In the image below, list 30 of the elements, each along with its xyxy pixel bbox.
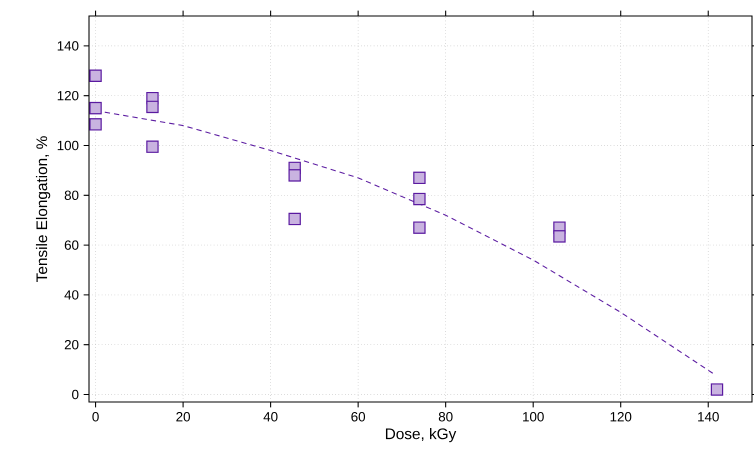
point: [288, 212, 301, 226]
y-tick-label: 20: [64, 340, 78, 350]
point: [288, 169, 301, 182]
point: [413, 192, 426, 206]
y-axis-title: Tensile Elongation, %: [36, 136, 50, 282]
point: [146, 140, 159, 153]
y-tick-label: 140: [58, 41, 78, 51]
point: [89, 70, 102, 82]
y-tick-label: 120: [58, 90, 78, 100]
x-tick-label: 100: [523, 412, 544, 422]
y-tick-label: 40: [64, 290, 78, 300]
point: [553, 230, 566, 243]
x-tick-label: 140: [698, 412, 719, 422]
point: [89, 102, 102, 114]
y-tick-label: 80: [64, 190, 78, 200]
y-tick-label: 0: [72, 390, 78, 400]
x-axis-title: Dose, kGy: [386, 428, 456, 442]
point: [146, 100, 159, 114]
y-tick-label: 60: [64, 240, 78, 250]
y-tick-label: 100: [58, 140, 78, 150]
point: [710, 383, 724, 396]
point: [413, 172, 426, 184]
x-tick-label: 0: [92, 412, 99, 422]
x-tick-label: 20: [176, 412, 190, 422]
x-tick-label: 40: [264, 412, 278, 422]
x-tick-label: 60: [351, 412, 366, 422]
x-tick-label: 120: [610, 412, 632, 422]
point: [89, 118, 102, 131]
point: [413, 221, 426, 234]
x-tick-label: 80: [438, 412, 453, 422]
